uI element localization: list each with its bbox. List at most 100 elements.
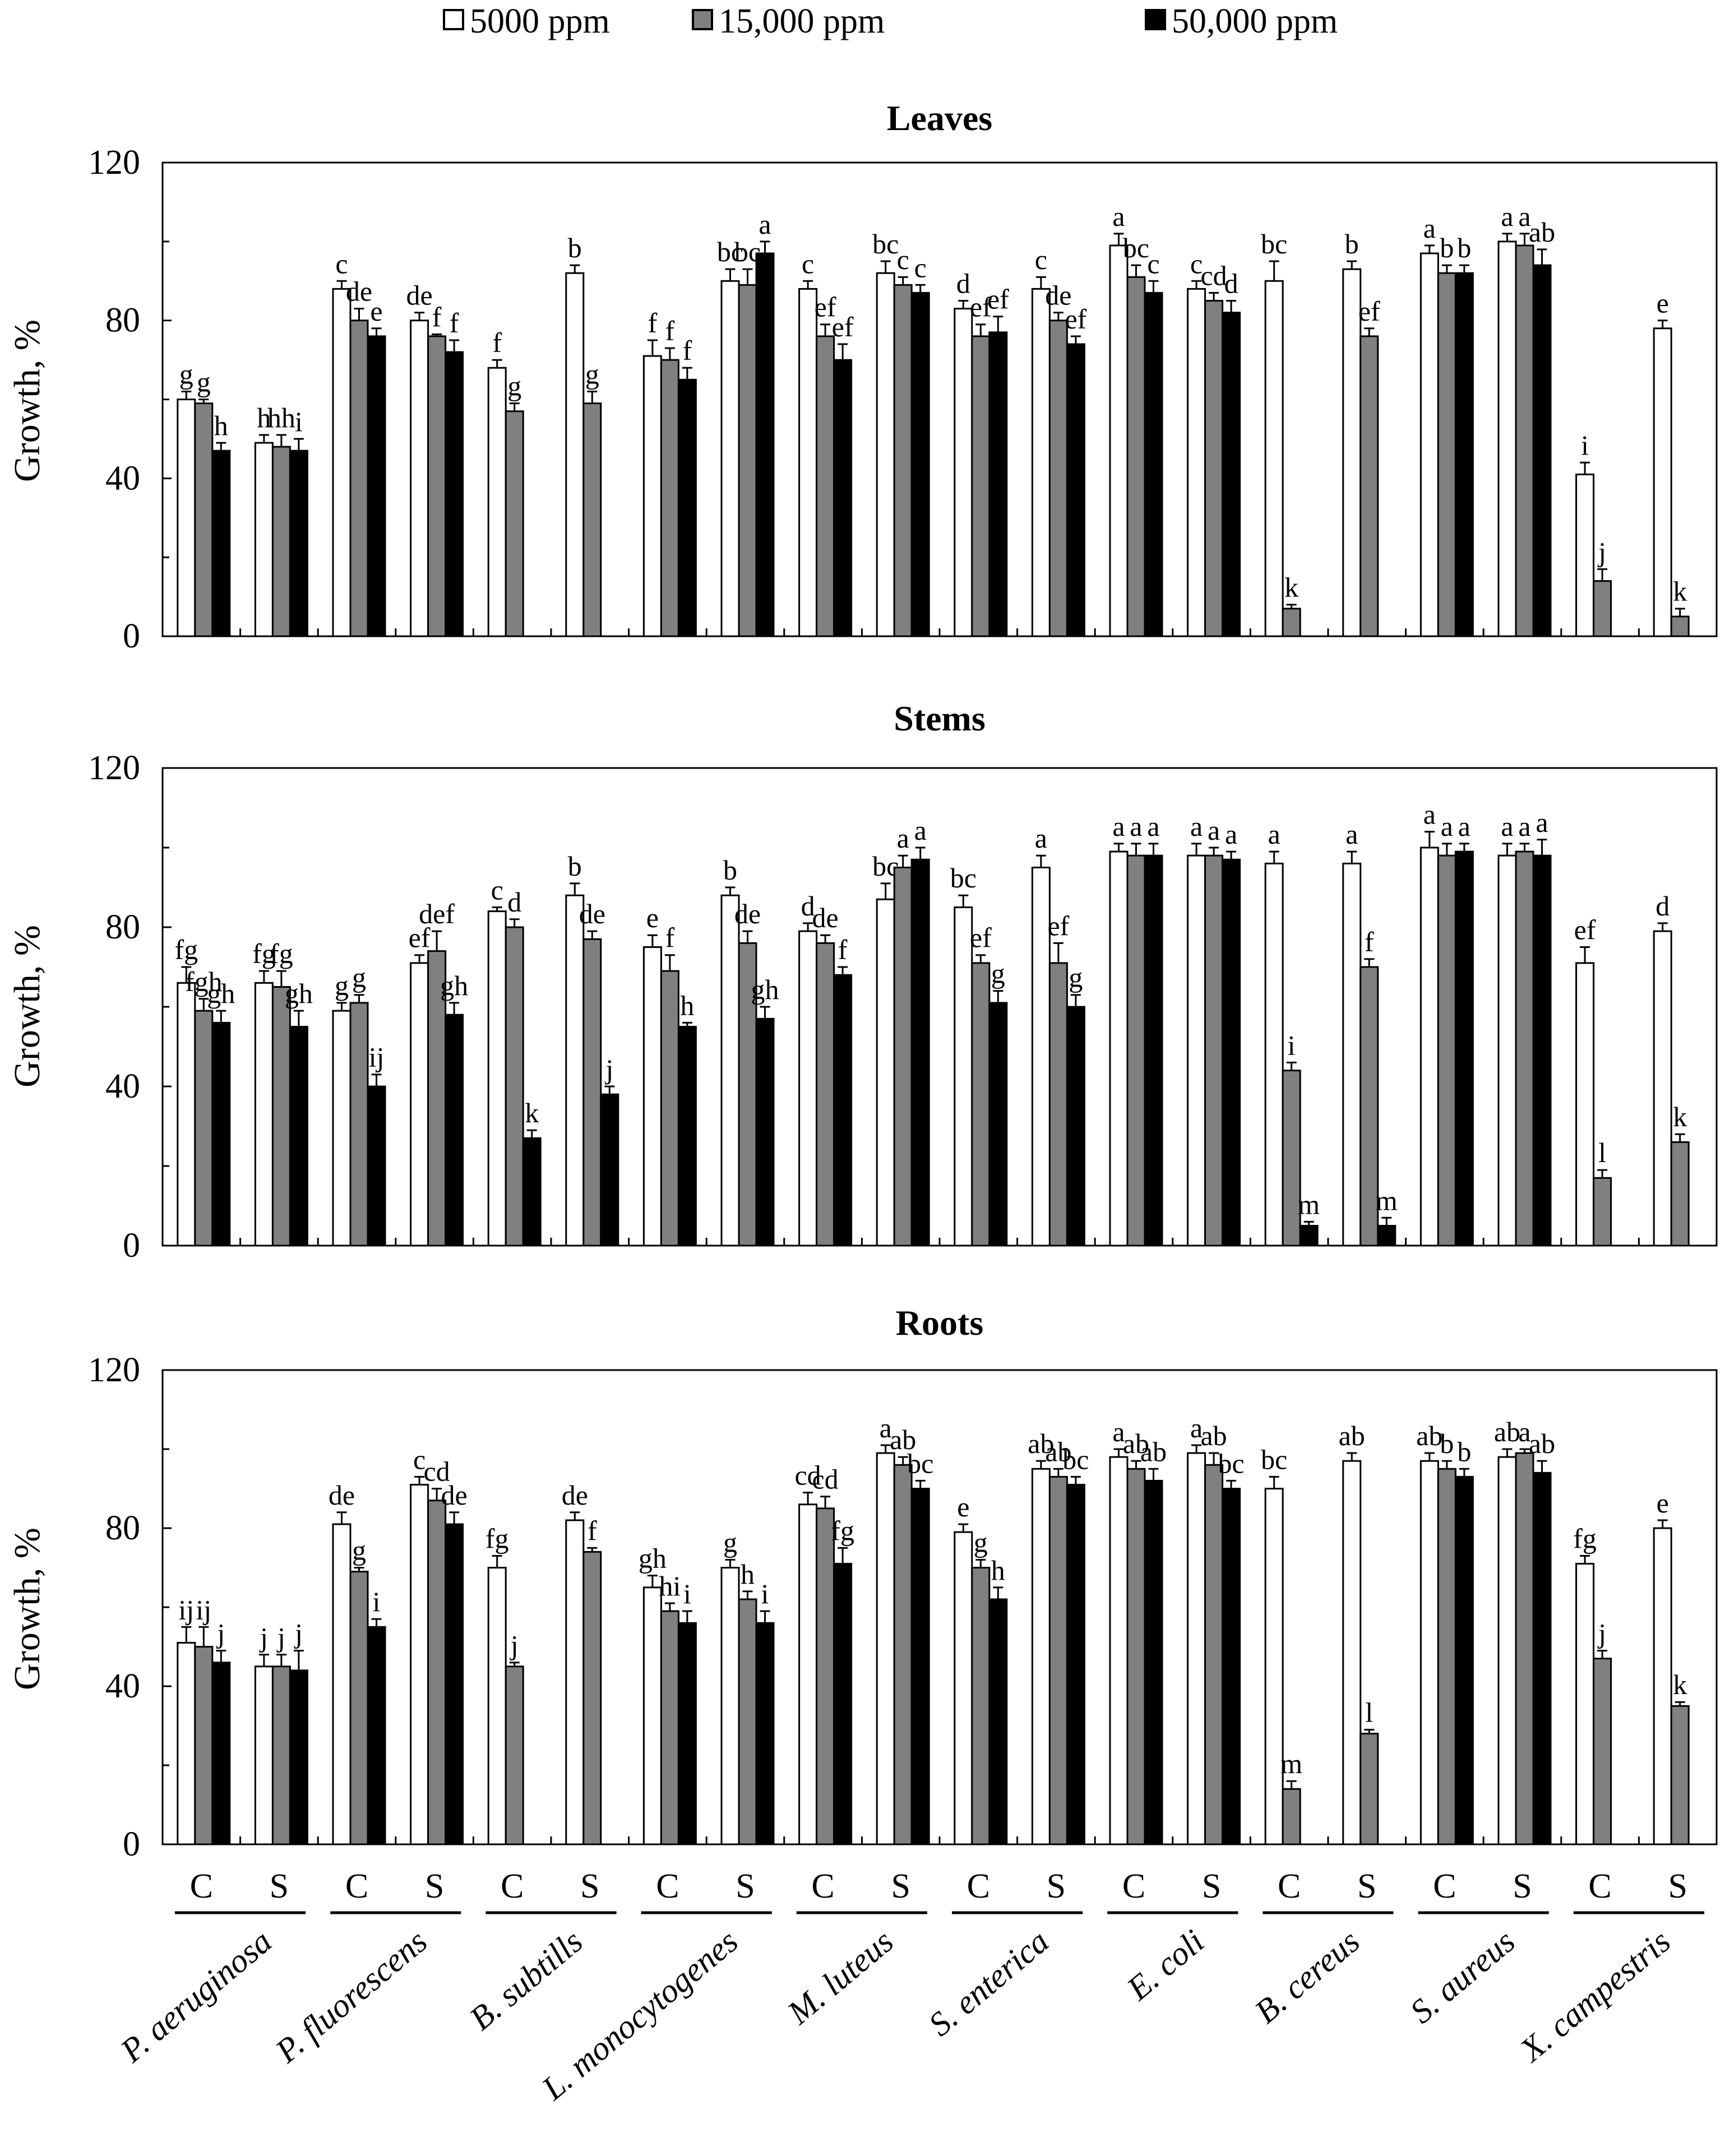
- bar-leaves-g15-s1: [1359, 335, 1379, 637]
- sig-letter-stems-g13-s2: a: [1225, 818, 1237, 850]
- sig-letter-leaves-g0-s0: g: [179, 358, 193, 390]
- bar-stems-g12-s2: [1144, 854, 1163, 1247]
- sig-letter-stems-g16-s2: a: [1458, 811, 1470, 842]
- bar-stems-g7-s0: [720, 894, 740, 1247]
- bar-roots-g10-s2: [988, 1598, 1008, 1845]
- x-category-label-4: C: [501, 1867, 524, 1905]
- sig-letter-stems-g1-s2: gh: [285, 978, 313, 1009]
- sig-letter-stems-g1-s1: fg: [270, 938, 293, 969]
- bar-roots-g8-s0: [798, 1503, 818, 1845]
- x-category-label-17: S: [1513, 1867, 1532, 1905]
- sig-letter-stems-g3-s1: def: [419, 898, 455, 929]
- bar-leaves-g9-s1: [893, 284, 913, 637]
- sig-letter-stems-g0-s0: fg: [174, 934, 198, 965]
- bar-leaves-g10-s0: [954, 308, 973, 637]
- sig-letter-leaves-g10-s2: ef: [987, 284, 1009, 315]
- bar-leaves-g8-s1: [816, 335, 835, 637]
- bar-stems-g13-s1: [1204, 854, 1224, 1247]
- sig-letter-stems-g5-s0: b: [568, 850, 582, 882]
- bar-roots-g16-s0: [1419, 1460, 1439, 1845]
- species-label-6: E. coli: [1120, 1922, 1211, 2007]
- bar-leaves-g19-s0: [1653, 327, 1672, 637]
- bar-stems-g12-s0: [1109, 850, 1129, 1247]
- bar-roots-g19-s1: [1670, 1705, 1690, 1845]
- sig-letter-stems-g4-s1: d: [507, 886, 521, 918]
- species-label-9: X. campestris: [1513, 1922, 1677, 2069]
- sig-letter-stems-g8-s1: de: [812, 902, 838, 933]
- legend-swatch-5000-ppm: [443, 9, 464, 30]
- bar-stems-g5-s2: [600, 1093, 619, 1247]
- bar-stems-g2-s2: [367, 1085, 386, 1247]
- sig-letter-roots-g19-s1: k: [1673, 1669, 1687, 1700]
- bar-roots-g4-s0: [487, 1567, 507, 1845]
- sig-letter-roots-g17-s2: ab: [1529, 1428, 1555, 1459]
- bar-stems-g11-s0: [1031, 867, 1051, 1247]
- sig-letter-roots-g14-s0: bc: [1261, 1443, 1287, 1475]
- bar-stems-g14-s1: [1282, 1070, 1301, 1247]
- sig-letter-stems-g10-s1: ef: [970, 922, 992, 954]
- sig-letter-roots-g1-s1: j: [276, 1622, 285, 1653]
- sig-letter-stems-g11-s2: g: [1069, 962, 1083, 993]
- bar-leaves-g12-s0: [1109, 244, 1129, 637]
- bar-leaves-g5-s1: [582, 402, 602, 637]
- y-tick-label-stems-80: 80: [105, 908, 140, 946]
- sig-letter-roots-g14-s1: m: [1280, 1748, 1302, 1779]
- bar-roots-g2-s2: [367, 1626, 386, 1845]
- sig-letter-roots-g17-s1: a: [1518, 1416, 1530, 1447]
- sig-letter-roots-g18-s0: fg: [1573, 1523, 1597, 1554]
- sig-letter-stems-g16-s1: a: [1441, 811, 1453, 842]
- bar-roots-g3-s0: [410, 1483, 429, 1845]
- bar-stems-g2-s1: [349, 1002, 369, 1247]
- bar-stems-g4-s2: [522, 1137, 542, 1247]
- bar-roots-g6-s1: [660, 1610, 679, 1845]
- bar-roots-g9-s2: [910, 1488, 930, 1845]
- y-axis-label-leaves: Growth, %: [7, 320, 48, 482]
- plot-frame-roots: [161, 1369, 1718, 1845]
- sig-letter-roots-g18-s1: j: [1597, 1618, 1606, 1649]
- sig-letter-stems-g12-s2: a: [1147, 811, 1159, 842]
- bar-roots-g18-s1: [1593, 1658, 1612, 1845]
- sig-letter-leaves-g0-s1: g: [197, 367, 211, 398]
- bar-roots-g12-s2: [1144, 1479, 1163, 1845]
- bar-stems-g6-s1: [660, 970, 679, 1247]
- bar-stems-g10-s1: [971, 962, 991, 1247]
- sig-letter-leaves-g2-s2: e: [370, 295, 382, 327]
- sig-letter-leaves-g0-s2: h: [214, 410, 228, 441]
- bar-roots-g10-s0: [954, 1531, 973, 1845]
- sig-letter-leaves-g17-s0: a: [1501, 201, 1513, 232]
- x-category-label-10: C: [967, 1867, 990, 1905]
- sig-letter-roots-g1-s2: j: [294, 1618, 303, 1649]
- bar-leaves-g7-s1: [738, 284, 757, 637]
- species-label-7: B. cereus: [1248, 1922, 1367, 2030]
- y-tick-label-leaves-120: 120: [88, 144, 140, 182]
- sig-letter-stems-g16-s0: a: [1423, 799, 1436, 830]
- bar-stems-g9-s0: [876, 898, 895, 1247]
- y-tick-label-stems-0: 0: [123, 1227, 140, 1265]
- sig-letter-leaves-g15-s1: ef: [1358, 295, 1380, 327]
- y-tick-label-leaves-40: 40: [105, 459, 140, 497]
- bar-stems-g0-s1: [194, 1010, 214, 1247]
- sig-letter-stems-g15-s1: f: [1365, 926, 1374, 957]
- x-category-label-8: C: [811, 1867, 834, 1905]
- x-category-label-2: C: [345, 1867, 368, 1905]
- sig-letter-leaves-g9-s1: c: [897, 244, 909, 275]
- panel-title-leaves: Leaves: [887, 98, 992, 138]
- sig-letter-leaves-g19-s0: e: [1657, 288, 1669, 319]
- bar-leaves-g5-s0: [565, 272, 585, 637]
- sig-letter-stems-g11-s0: a: [1035, 822, 1047, 854]
- sig-letter-leaves-g3-s2: f: [450, 307, 459, 339]
- sig-letter-roots-g2-s0: de: [329, 1479, 355, 1511]
- sig-letter-roots-g9-s0: a: [880, 1412, 892, 1443]
- sig-letter-stems-g17-s1: a: [1518, 811, 1530, 842]
- bar-leaves-g2-s2: [367, 335, 386, 637]
- bar-roots-g1-s2: [289, 1669, 308, 1845]
- x-category-label-14: C: [1278, 1867, 1301, 1905]
- sig-letter-stems-g8-s0: d: [801, 890, 815, 922]
- sig-letter-roots-g0-s0: ij: [178, 1594, 194, 1625]
- species-label-2: B. subtills: [463, 1922, 589, 2037]
- bar-stems-g15-s1: [1359, 966, 1379, 1247]
- bar-roots-g18-s0: [1575, 1562, 1595, 1845]
- sig-letter-leaves-g12-s1: bc: [1123, 232, 1149, 263]
